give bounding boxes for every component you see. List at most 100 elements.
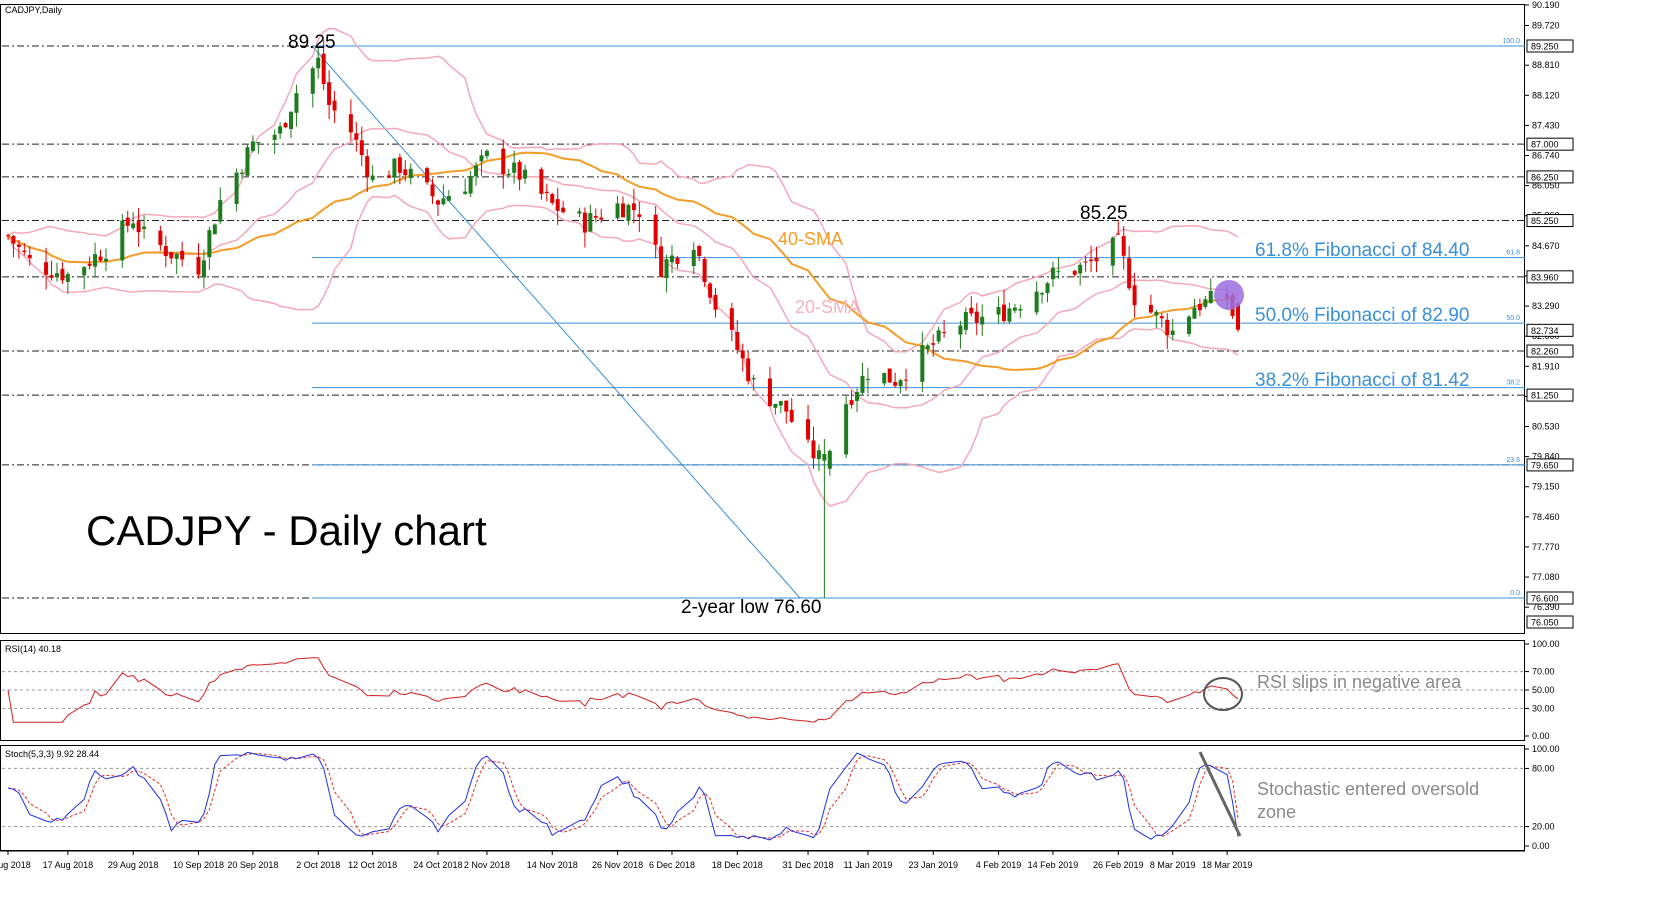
candle-body — [669, 255, 674, 263]
candle-body — [11, 235, 16, 244]
candle-body — [506, 173, 511, 176]
candle — [691, 242, 696, 275]
candle-body — [1154, 311, 1159, 316]
price-highlight-label: 76.600 — [1531, 594, 1559, 604]
candle — [735, 320, 740, 354]
candle-body — [1165, 319, 1170, 336]
main-panel — [0, 4, 1525, 634]
fib-level-tag: 61.8 — [1506, 250, 1520, 257]
stoch-tick-label: 0.00 — [1532, 841, 1550, 851]
candle — [958, 320, 963, 349]
candle — [240, 169, 245, 179]
candle-body — [316, 57, 321, 69]
candle — [550, 192, 555, 206]
candle — [430, 178, 435, 205]
candle — [523, 164, 528, 184]
candle-body — [272, 134, 277, 140]
price-tick-label: 78.460 — [1532, 512, 1560, 522]
candle — [740, 343, 745, 372]
price-highlight-frame — [1526, 344, 1574, 358]
low-label: 2-year low 76.60 — [681, 597, 821, 618]
candle-body — [27, 255, 32, 259]
candle — [767, 366, 772, 407]
stoch-tick-label: 20.00 — [1532, 822, 1555, 832]
candle — [887, 368, 892, 383]
date-tick-label: 23 Jan 2019 — [908, 860, 958, 870]
candle — [708, 281, 713, 305]
candle-body — [675, 257, 680, 264]
fibonacci-retracement: 100.0 61.8 50.0 38.2 23.6 0.0 — [311, 38, 1525, 599]
candle-body — [702, 259, 707, 283]
candle-body — [163, 246, 168, 256]
stoch-tick-label: 80.00 — [1532, 763, 1555, 773]
candle — [501, 139, 506, 189]
stoch-note-line1: Stochastic entered oversold — [1257, 779, 1479, 799]
candle-body — [158, 230, 163, 246]
candle — [327, 70, 332, 119]
date-tick-label: 18 Mar 2019 — [1202, 860, 1253, 870]
candle-body — [1094, 257, 1099, 262]
symbol-title: CADJPY,Daily — [5, 5, 62, 15]
candle — [816, 444, 821, 472]
price-highlight-frame — [1526, 39, 1574, 53]
candle-body — [1045, 283, 1050, 294]
candle-body — [180, 250, 185, 260]
candle-body — [653, 214, 658, 245]
candle-body — [855, 392, 860, 401]
candle-body — [577, 211, 582, 214]
candle-body — [523, 169, 528, 179]
candle-body — [735, 332, 740, 351]
candle-body — [778, 401, 783, 406]
rsi-tick-label: 50.00 — [1532, 685, 1555, 695]
candle-body — [131, 223, 136, 229]
date-tick-label: 4 Feb 2019 — [976, 860, 1022, 870]
candle — [784, 400, 789, 424]
candle — [506, 168, 511, 178]
candle — [996, 296, 1001, 324]
candle — [278, 122, 283, 140]
price-highlight-label: 79.650 — [1531, 460, 1559, 470]
candle-body — [904, 379, 909, 381]
candle-body — [44, 262, 49, 275]
date-tick-label: 8 Mar 2019 — [1150, 860, 1196, 870]
candle — [920, 331, 925, 392]
candle — [702, 256, 707, 288]
candle-body — [82, 267, 87, 276]
candle-body — [142, 226, 147, 229]
candle — [1007, 302, 1012, 324]
candle — [512, 150, 517, 184]
candle — [354, 121, 359, 152]
candle-body — [784, 400, 789, 412]
candle-body — [474, 165, 479, 177]
candle — [697, 244, 702, 262]
candle-body — [1110, 237, 1115, 266]
candle-body — [87, 263, 92, 266]
candle — [1050, 261, 1055, 287]
candle-body — [245, 147, 250, 176]
date-tick-label: 12 Oct 2018 — [348, 860, 397, 870]
price-highlight-label: 86.250 — [1531, 172, 1559, 182]
candle — [806, 404, 811, 443]
candle — [865, 367, 870, 394]
price-highlight-label: 85.250 — [1531, 216, 1559, 226]
candle — [54, 262, 59, 282]
candle — [942, 319, 947, 338]
date-tick-label: 10 Sep 2018 — [173, 860, 224, 870]
candle-body — [1159, 316, 1164, 319]
candle — [1116, 220, 1121, 236]
candle-body — [446, 196, 451, 201]
fib382-label: 38.2% Fibonacci of 81.42 — [1255, 370, 1469, 391]
price-tick-label: 77.080 — [1532, 572, 1560, 582]
price-highlight-frame — [1526, 323, 1574, 337]
price-highlight-label: 76.050 — [1531, 618, 1559, 628]
stoch-title: Stoch(5,3,3) 9.92 28.44 — [5, 749, 99, 759]
price-highlight-box: 81.250 — [1526, 388, 1574, 402]
rsi-tick-label: 30.00 — [1532, 703, 1555, 713]
candle — [479, 149, 484, 176]
candle — [1148, 294, 1153, 314]
candle — [931, 334, 936, 357]
candle-body — [691, 249, 696, 267]
candle-body — [740, 350, 745, 359]
fib-level-tag: 100.0 — [1502, 38, 1520, 45]
